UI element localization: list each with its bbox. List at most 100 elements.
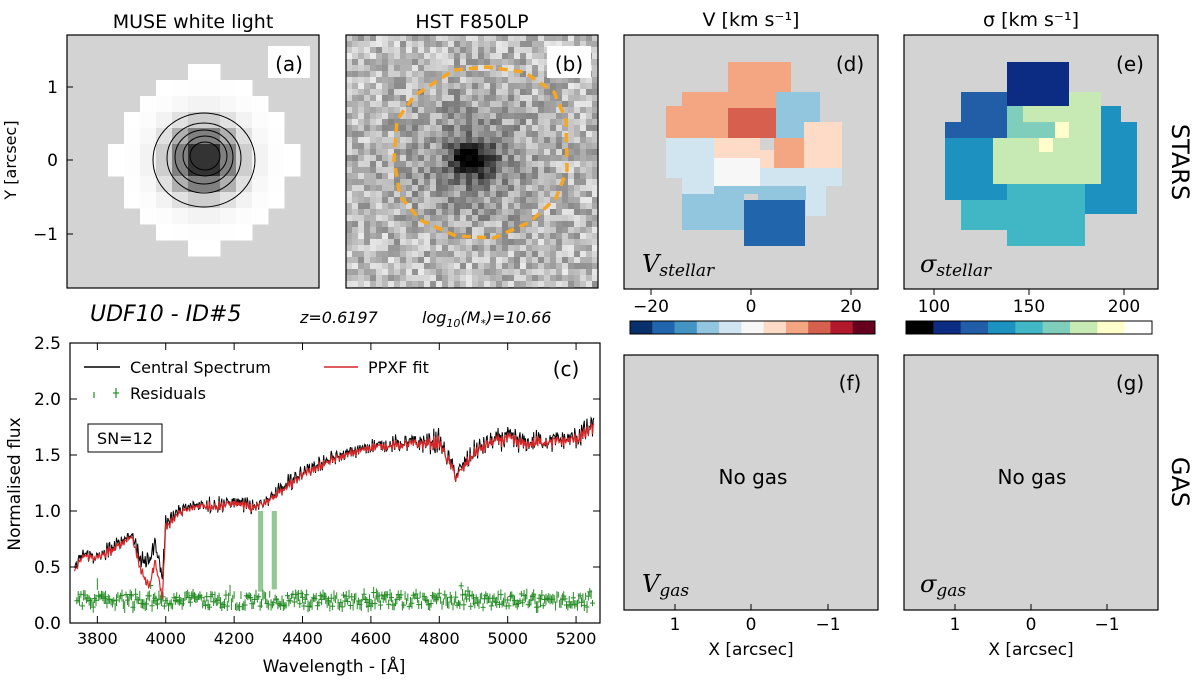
image-pixel (412, 227, 418, 233)
image-pixel (364, 131, 370, 137)
image-pixel (568, 35, 574, 41)
image-pixel (430, 281, 436, 287)
image-pixel (550, 185, 556, 191)
image-pixel (156, 96, 173, 113)
image-pixel (376, 263, 382, 269)
image-pixel (172, 96, 189, 113)
image-pixel (580, 131, 586, 137)
colorbar-tick: −20 (633, 297, 669, 317)
image-pixel (490, 281, 496, 287)
image-pixel (472, 161, 478, 167)
image-pixel (508, 281, 514, 287)
image-pixel (400, 113, 406, 119)
image-pixel (388, 65, 394, 71)
image-pixel (472, 191, 478, 197)
image-pixel (352, 269, 358, 275)
image-pixel (376, 95, 382, 101)
image-pixel (508, 77, 514, 83)
image-pixel (478, 59, 484, 65)
sig-bin (1007, 62, 1069, 106)
image-pixel (430, 245, 436, 251)
image-pixel (448, 209, 454, 215)
image-pixel (352, 197, 358, 203)
image-pixel (526, 275, 532, 281)
image-pixel (418, 185, 424, 191)
image-pixel (430, 263, 436, 269)
sig-bin (1039, 138, 1053, 152)
image-pixel (508, 245, 514, 251)
image-pixel (526, 197, 532, 203)
image-pixel (502, 185, 508, 191)
image-pixel (394, 257, 400, 263)
image-pixel (556, 101, 562, 107)
image-pixel (448, 251, 454, 257)
image-pixel (550, 95, 556, 101)
image-pixel (412, 155, 418, 161)
image-pixel (538, 173, 544, 179)
image-pixel (538, 185, 544, 191)
image-pixel (412, 41, 418, 47)
image-pixel (346, 59, 352, 65)
image-pixel (526, 95, 532, 101)
image-pixel (562, 215, 568, 221)
image-pixel (430, 209, 436, 215)
image-pixel (424, 113, 430, 119)
image-pixel (574, 101, 580, 107)
image-pixel (556, 161, 562, 167)
image-pixel (236, 112, 253, 129)
image-pixel (382, 89, 388, 95)
image-pixel (532, 95, 538, 101)
image-pixel (502, 239, 508, 245)
image-pixel (364, 203, 370, 209)
image-pixel (544, 245, 550, 251)
image-pixel (382, 215, 388, 221)
image-pixel (370, 173, 376, 179)
image-pixel (388, 47, 394, 53)
image-pixel (382, 65, 388, 71)
image-pixel (538, 113, 544, 119)
image-pixel (508, 269, 514, 275)
image-pixel (454, 245, 460, 251)
image-pixel (532, 173, 538, 179)
image-pixel (526, 167, 532, 173)
image-pixel (580, 275, 586, 281)
image-pixel (382, 221, 388, 227)
image-pixel (508, 59, 514, 65)
image-pixel (574, 83, 580, 89)
image-pixel (580, 119, 586, 125)
image-pixel (156, 144, 173, 161)
image-pixel (574, 245, 580, 251)
image-pixel (284, 144, 301, 161)
image-pixel (424, 35, 430, 41)
image-pixel (442, 257, 448, 263)
image-pixel (490, 113, 496, 119)
image-pixel (364, 53, 370, 59)
image-pixel (508, 143, 514, 149)
image-pixel (580, 101, 586, 107)
image-pixel (388, 191, 394, 197)
image-pixel (406, 53, 412, 59)
image-pixel (568, 149, 574, 155)
image-pixel (574, 227, 580, 233)
image-pixel (346, 269, 352, 275)
image-pixel (490, 173, 496, 179)
image-pixel (364, 191, 370, 197)
image-pixel (592, 41, 598, 47)
image-pixel (514, 125, 520, 131)
sig-bin (961, 200, 1085, 230)
image-pixel (496, 191, 502, 197)
image-pixel (532, 167, 538, 173)
image-pixel (484, 251, 490, 257)
image-pixel (490, 245, 496, 251)
image-pixel (520, 197, 526, 203)
image-pixel (364, 59, 370, 65)
image-pixel (580, 281, 586, 287)
panel-d-map-label: Vstellar (642, 250, 715, 281)
image-pixel (436, 35, 442, 41)
image-pixel (484, 71, 490, 77)
image-pixel (412, 239, 418, 245)
image-pixel (364, 221, 370, 227)
image-pixel (352, 239, 358, 245)
image-pixel (592, 143, 598, 149)
image-pixel (418, 47, 424, 53)
